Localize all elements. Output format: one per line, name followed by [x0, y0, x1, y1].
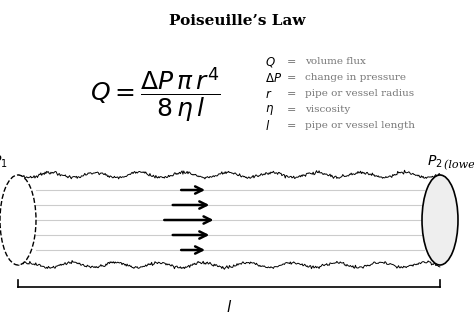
Text: $\Delta P$: $\Delta P$: [265, 72, 282, 84]
Text: $l$: $l$: [265, 119, 270, 133]
Text: =: =: [287, 73, 296, 83]
Text: =: =: [287, 121, 296, 131]
Text: =: =: [287, 57, 296, 67]
Text: $P_2$: $P_2$: [427, 154, 443, 170]
Text: pipe or vessel radius: pipe or vessel radius: [305, 90, 414, 98]
Text: $r$: $r$: [265, 88, 273, 100]
Text: pipe or vessel length: pipe or vessel length: [305, 122, 415, 130]
Text: change in pressure: change in pressure: [305, 74, 406, 82]
Text: Poiseuille’s Law: Poiseuille’s Law: [169, 14, 305, 28]
Text: =: =: [287, 105, 296, 115]
Text: viscosity: viscosity: [305, 106, 350, 114]
Text: (lower pressure): (lower pressure): [444, 160, 474, 170]
Text: $P_1$: $P_1$: [0, 154, 8, 170]
Text: =: =: [287, 89, 296, 99]
Ellipse shape: [422, 175, 458, 265]
Ellipse shape: [0, 175, 36, 265]
Text: $Q$: $Q$: [265, 55, 276, 69]
Text: $Q = \dfrac{\Delta P \, \pi \, r^4}{8 \, \eta \, l}$: $Q = \dfrac{\Delta P \, \pi \, r^4}{8 \,…: [90, 65, 220, 125]
Text: $l$: $l$: [226, 299, 232, 315]
Text: volume flux: volume flux: [305, 58, 366, 66]
Text: $\eta$: $\eta$: [265, 103, 274, 117]
